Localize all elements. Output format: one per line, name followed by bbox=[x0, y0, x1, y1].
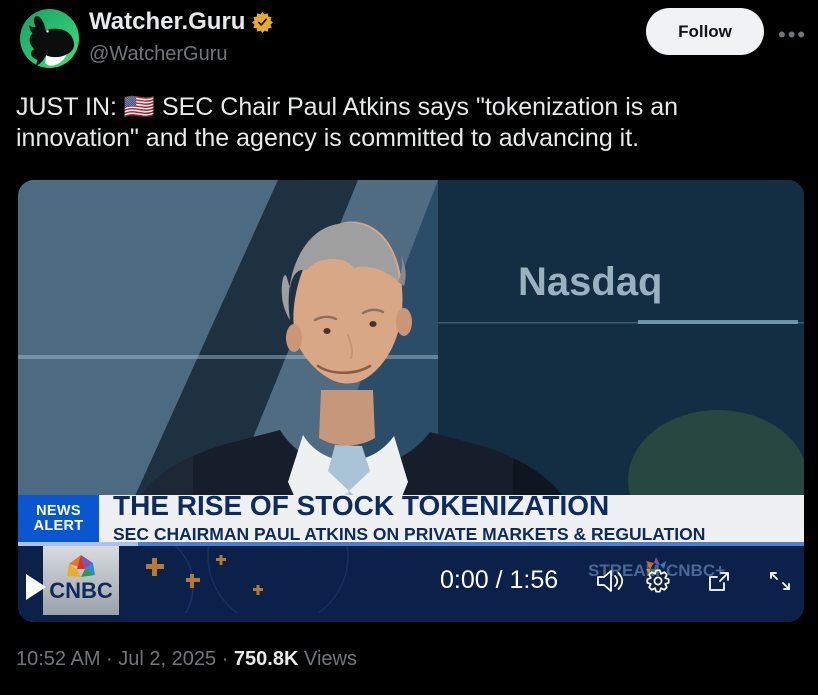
svg-text:Nasdaq: Nasdaq bbox=[518, 260, 663, 304]
svg-text:CNBC: CNBC bbox=[49, 578, 113, 603]
